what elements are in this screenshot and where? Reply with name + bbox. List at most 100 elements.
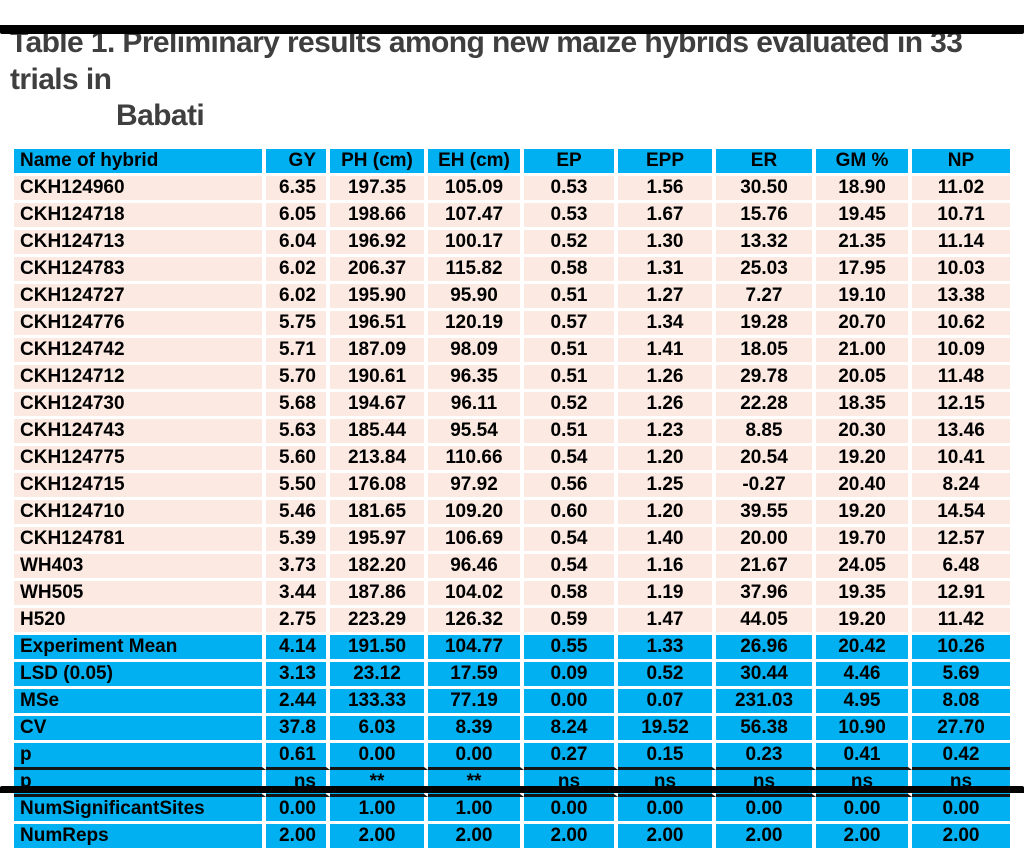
value-cell: 0.00 (524, 796, 618, 824)
hybrid-table-row: H520 2.75 223.29 126.32 0.59 1.47 44.05 19.20 11… (14, 607, 1010, 635)
summary-table-row: CV 37.8 6.03 8.39 8.24 19.52 56.38 10.90 27.70 (14, 715, 1010, 743)
value-cell: 39.55 (716, 499, 816, 527)
column-header-name-of-hybrid: Name of hybrid (14, 148, 266, 176)
value-cell: 5.70 (266, 364, 330, 392)
value-cell: 0.53 (524, 202, 618, 230)
value-cell: 13.38 (912, 283, 1010, 311)
value-cell: 0.00 (330, 742, 428, 770)
value-cell: 100.17 (428, 229, 524, 257)
row-label-cell: H520 (14, 607, 266, 635)
value-cell: 0.00 (716, 796, 816, 824)
value-cell: 5.60 (266, 445, 330, 473)
row-label-cell: CKH124710 (14, 499, 266, 527)
value-cell: 30.44 (716, 661, 816, 689)
results-table: Name of hybrid GY PH (cm) EH (cm) EP EPP ER GM … (14, 148, 1010, 851)
table-title-line2: Babati (116, 99, 205, 133)
value-cell: 56.38 (716, 715, 816, 743)
value-cell: 2.00 (524, 823, 618, 851)
value-cell: 0.54 (524, 526, 618, 554)
value-cell: 18.35 (816, 391, 912, 419)
value-cell: 0.59 (524, 607, 618, 635)
row-label-cell: WH403 (14, 553, 266, 581)
value-cell: 15.76 (716, 202, 816, 230)
value-cell: 2.00 (266, 823, 330, 851)
value-cell: 19.52 (618, 715, 716, 743)
value-cell: 37.96 (716, 580, 816, 608)
value-cell: 21.00 (816, 337, 912, 365)
value-cell: 4.46 (816, 661, 912, 689)
value-cell: 1.00 (428, 796, 524, 824)
value-cell: 98.09 (428, 337, 524, 365)
hybrid-table-row: CKH124742 5.71 187.09 98.09 0.51 1.41 18.05 21.… (14, 337, 1010, 365)
value-cell: 181.65 (330, 499, 428, 527)
value-cell: 1.25 (618, 472, 716, 500)
value-cell: 110.66 (428, 445, 524, 473)
value-cell: 95.54 (428, 418, 524, 446)
value-cell: 0.09 (524, 661, 618, 689)
value-cell: 0.60 (524, 499, 618, 527)
value-cell: 176.08 (330, 472, 428, 500)
value-cell: 11.42 (912, 607, 1010, 635)
row-label-cell: CKH124776 (14, 310, 266, 338)
value-cell: 5.63 (266, 418, 330, 446)
row-label-cell: CKH124742 (14, 337, 266, 365)
value-cell: 5.39 (266, 526, 330, 554)
summary-table-row: MSe 2.44 133.33 77.19 0.00 0.07 231.03 4.95 8.08 (14, 688, 1010, 716)
value-cell: 3.13 (266, 661, 330, 689)
value-cell: 0.61 (266, 742, 330, 770)
value-cell: 1.67 (618, 202, 716, 230)
value-cell: 195.90 (330, 283, 428, 311)
value-cell: 2.00 (816, 823, 912, 851)
value-cell: -0.27 (716, 472, 816, 500)
column-header-epp: EPP (618, 148, 716, 176)
value-cell: 1.16 (618, 553, 716, 581)
table-header-row: Name of hybrid GY PH (cm) EH (cm) EP EPP ER GM … (14, 148, 1010, 176)
value-cell: 96.46 (428, 553, 524, 581)
value-cell: 95.90 (428, 283, 524, 311)
value-cell: 0.52 (524, 391, 618, 419)
value-cell: 1.26 (618, 391, 716, 419)
value-cell: 104.77 (428, 634, 524, 662)
value-cell: 0.55 (524, 634, 618, 662)
value-cell: 96.35 (428, 364, 524, 392)
value-cell: 5.68 (266, 391, 330, 419)
row-label-cell: CKH124718 (14, 202, 266, 230)
value-cell: 8.24 (912, 472, 1010, 500)
row-label-cell: Experiment Mean (14, 634, 266, 662)
value-cell: 196.51 (330, 310, 428, 338)
value-cell: 8.08 (912, 688, 1010, 716)
summary-rows-section: Experiment Mean 4.14 191.50 104.77 0.55 1.33 2… (14, 634, 1010, 851)
value-cell: 3.44 (266, 580, 330, 608)
row-label-cell: CKH124783 (14, 256, 266, 284)
value-cell: 12.91 (912, 580, 1010, 608)
value-cell: 10.62 (912, 310, 1010, 338)
hybrid-table-row: WH505 3.44 187.86 104.02 0.58 1.19 37.96 19.35 1… (14, 580, 1010, 608)
value-cell: 1.56 (618, 175, 716, 203)
value-cell: 20.00 (716, 526, 816, 554)
value-cell: 19.45 (816, 202, 912, 230)
hybrid-table-row: CKH124712 5.70 190.61 96.35 0.51 1.26 29.78 20.… (14, 364, 1010, 392)
value-cell: 104.02 (428, 580, 524, 608)
row-label-cell: MSe (14, 688, 266, 716)
row-label-cell: WH505 (14, 580, 266, 608)
value-cell: 19.28 (716, 310, 816, 338)
value-cell: 19.10 (816, 283, 912, 311)
value-cell: 0.52 (618, 661, 716, 689)
value-cell: 120.19 (428, 310, 524, 338)
value-cell: 0.53 (524, 175, 618, 203)
value-cell: 0.54 (524, 553, 618, 581)
value-cell: 20.40 (816, 472, 912, 500)
value-cell: 191.50 (330, 634, 428, 662)
value-cell: 0.00 (618, 796, 716, 824)
row-label-cell: CKH124715 (14, 472, 266, 500)
value-cell: 2.44 (266, 688, 330, 716)
value-cell: 0.00 (816, 796, 912, 824)
value-cell: 195.97 (330, 526, 428, 554)
summary-table-row: p 0.61 0.00 0.00 0.27 0.15 0.23 0.41 0.42 (14, 742, 1010, 770)
value-cell: 187.09 (330, 337, 428, 365)
value-cell: 0.51 (524, 337, 618, 365)
row-label-cell: NumSignificantSites (14, 796, 266, 824)
value-cell: 20.30 (816, 418, 912, 446)
summary-table-row: NumReps 2.00 2.00 2.00 2.00 2.00 2.00 2.00 2.00 (14, 823, 1010, 851)
column-header-gm: GM % (816, 148, 912, 176)
